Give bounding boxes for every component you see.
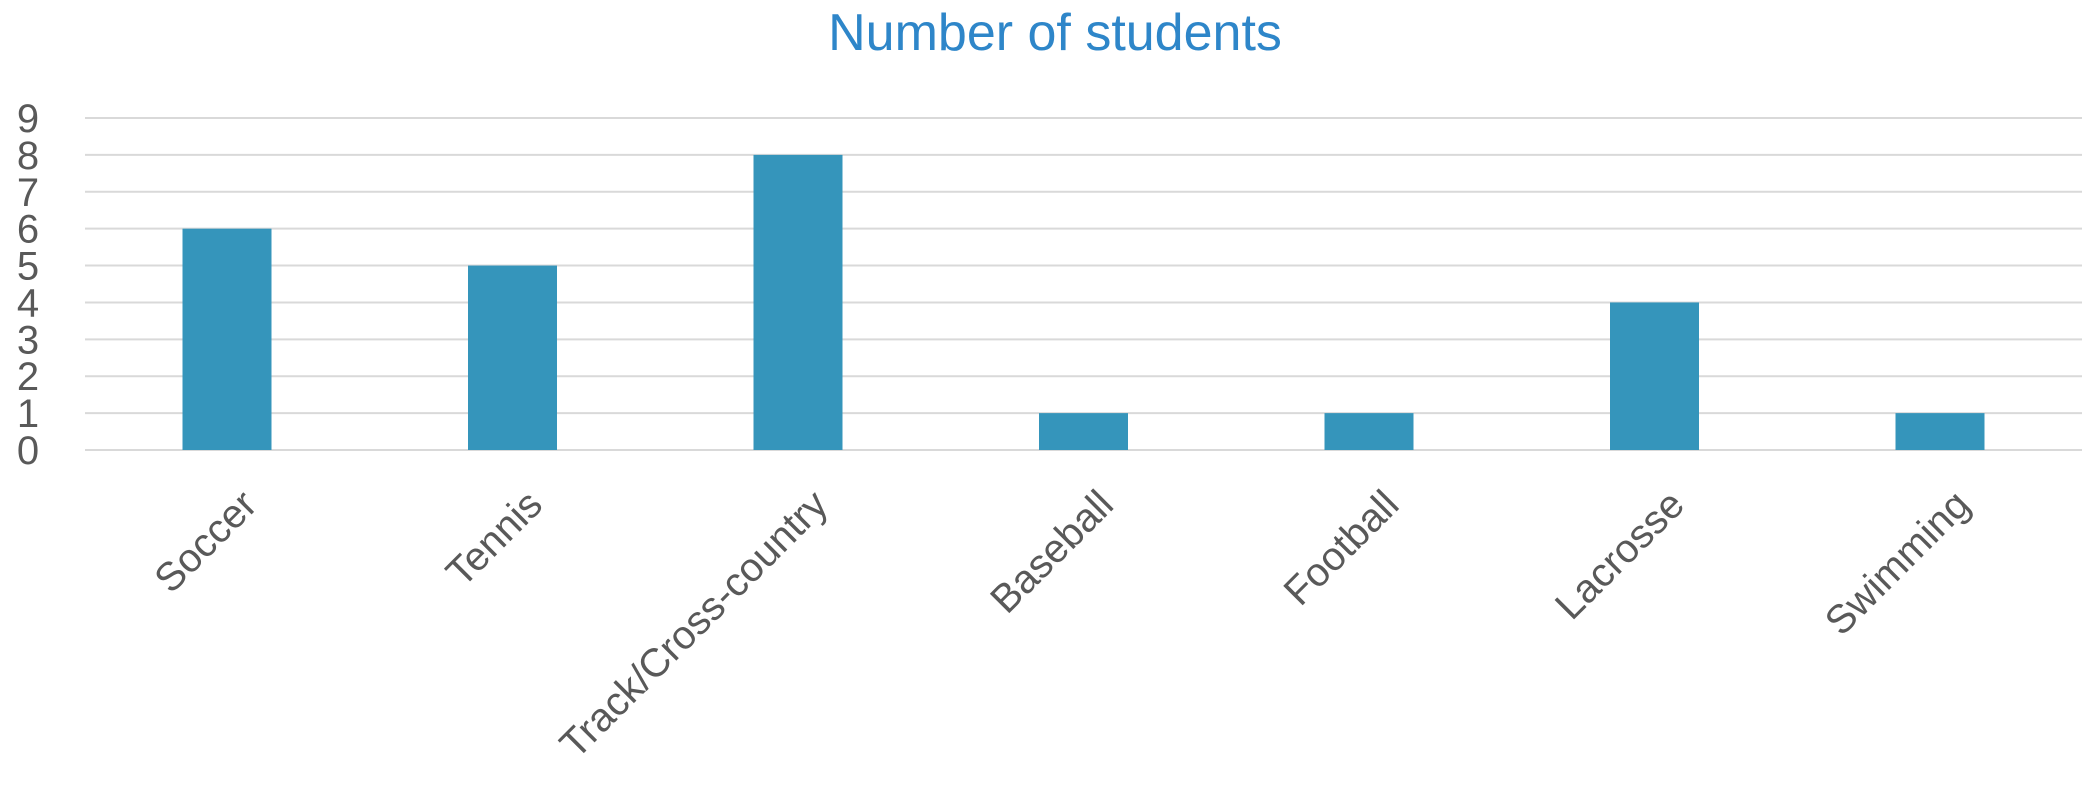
x-tick-label: Tennis [438, 482, 551, 595]
x-tick-label: Track/Cross-country [552, 482, 837, 767]
y-tick-label: 9 [17, 97, 39, 141]
bar-tennis [468, 265, 557, 450]
chart-title: Number of students [828, 4, 1282, 62]
x-tick-label: Swimming [1817, 482, 1979, 644]
y-tick-label: 8 [17, 134, 39, 178]
y-tick-label: 0 [17, 429, 39, 473]
x-tick-label: Baseball [982, 482, 1122, 622]
bar-soccer [182, 228, 272, 450]
bar-track-cross-country [753, 154, 843, 450]
bar-baseball [1039, 413, 1128, 450]
y-tick-label: 6 [17, 208, 39, 252]
y-tick-label: 4 [17, 281, 39, 325]
x-tick-label: Football [1276, 482, 1408, 614]
x-tick-label: Lacrosse [1547, 482, 1693, 628]
y-tick-label: 1 [17, 392, 39, 436]
y-tick-label: 3 [17, 318, 39, 362]
x-axis-category-labels: Soccer Tennis Track/Cross-country Baseball F… [146, 482, 1978, 767]
bar-swimming [1895, 413, 1985, 450]
gridlines [85, 117, 2082, 451]
bars [182, 154, 1985, 450]
x-tick-label: Soccer [146, 482, 265, 601]
y-tick-label: 5 [17, 245, 39, 289]
y-tick-label: 7 [17, 171, 39, 215]
bar-lacrosse [1610, 302, 1699, 450]
y-tick-label: 2 [17, 355, 39, 399]
bar-football [1324, 413, 1414, 450]
